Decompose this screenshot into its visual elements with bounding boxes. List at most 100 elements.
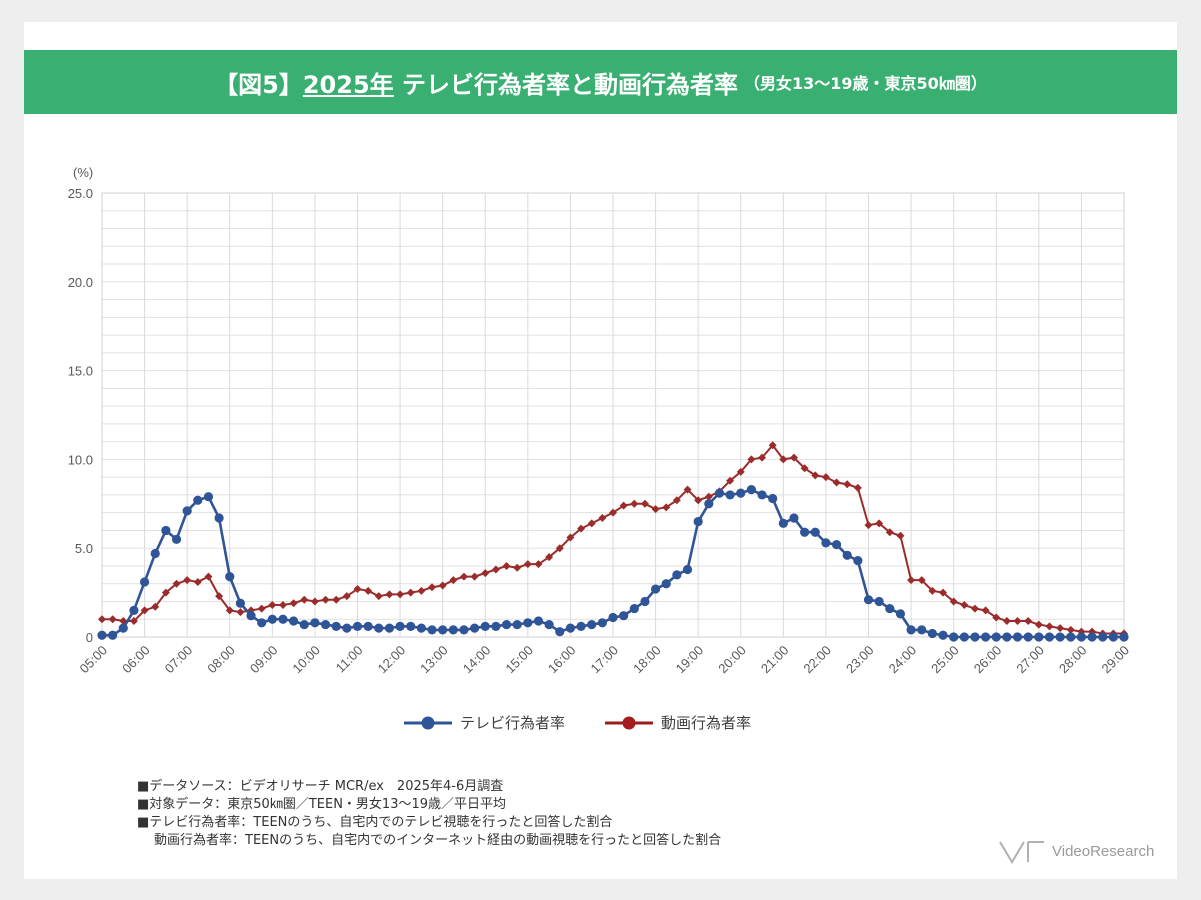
data-point [843, 480, 852, 489]
data-point [406, 621, 416, 631]
data-point [480, 621, 490, 631]
data-point [129, 617, 138, 626]
data-point [895, 609, 906, 619]
data-point [417, 586, 426, 595]
x-tick-label: 07:00 [162, 643, 196, 677]
data-point [565, 623, 576, 633]
data-point [215, 592, 224, 601]
data-point [246, 611, 256, 621]
data-point [726, 476, 735, 485]
data-point [1045, 622, 1054, 631]
data-point [151, 602, 160, 611]
data-point [235, 598, 245, 608]
x-tick-label: 27:00 [1013, 643, 1047, 677]
data-point [438, 581, 447, 590]
data-point [129, 605, 139, 615]
data-point [406, 588, 415, 597]
data-point [864, 521, 873, 530]
x-tick-label: 08:00 [204, 643, 238, 677]
x-tick-label: 18:00 [630, 643, 664, 677]
legend-tv-marker-icon [404, 716, 452, 729]
data-point [630, 499, 639, 508]
footnotes: ■データソース：ビデオリサーチ MCR/ex 2025年4-6月調査 ■対象デー… [137, 778, 721, 850]
data-point [619, 501, 628, 510]
data-point [139, 577, 150, 587]
x-tick-label: 29:00 [1099, 643, 1133, 677]
y-tick-label: 25.0 [68, 186, 93, 201]
data-point [981, 606, 990, 615]
data-point [352, 621, 363, 631]
data-point [236, 608, 245, 617]
data-point [619, 611, 629, 621]
logo-text: VideoResearch [1052, 842, 1155, 860]
x-tick-label: 13:00 [417, 643, 451, 677]
note-tv-definition: ■テレビ行為者率：TEENのうち、自宅内でのテレビ視聴を行ったと回答した割合 [137, 815, 613, 830]
data-point [416, 623, 426, 633]
data-point [853, 483, 862, 492]
series-tv [97, 484, 1129, 642]
data-point [470, 572, 479, 581]
data-point [534, 560, 543, 569]
data-point [448, 625, 458, 635]
data-point [268, 601, 277, 610]
data-point [1034, 632, 1044, 642]
data-point [683, 485, 692, 494]
data-point [502, 561, 511, 570]
data-point [800, 527, 810, 537]
data-point [800, 464, 809, 473]
x-tick-label: 10:00 [289, 643, 323, 677]
data-point [1044, 632, 1055, 642]
legend-video-label: 動画行為者率 [661, 714, 752, 732]
legend-item-video[interactable]: 動画行為者率 [605, 712, 751, 733]
data-point [289, 616, 299, 626]
data-point [757, 490, 767, 500]
title-banner: 【図5】2025年 テレビ行為者率と動画行為者率 （男女13～19歳・東京50㎞… [24, 50, 1177, 114]
data-point [98, 615, 106, 624]
data-point [949, 597, 958, 606]
data-point [907, 576, 916, 585]
data-point [609, 508, 617, 517]
data-point [1056, 624, 1065, 633]
data-point [501, 619, 512, 630]
data-point [768, 493, 778, 504]
data-point [842, 550, 852, 560]
data-point [299, 619, 309, 630]
data-point [353, 585, 362, 594]
x-tick-label: 12:00 [375, 643, 409, 677]
x-tick-label: 21:00 [758, 643, 792, 677]
note-source: ■データソース：ビデオリサーチ MCR/ex 2025年4-6月調査 [137, 779, 504, 794]
data-point [481, 569, 490, 578]
data-point [257, 618, 267, 628]
x-tick-label: 23:00 [843, 643, 877, 677]
legend-item-tv[interactable]: テレビ行為者率 [404, 712, 565, 733]
x-tick-label: 24:00 [886, 643, 920, 677]
data-point [747, 455, 756, 464]
data-point [267, 614, 277, 624]
x-tick-label: 09:00 [247, 643, 281, 677]
x-tick-label: 20:00 [715, 643, 749, 677]
x-tick-label: 05:00 [77, 643, 111, 677]
legend-video-marker-icon [605, 716, 654, 729]
data-point [396, 590, 405, 599]
data-point [682, 564, 693, 575]
x-axis-ticks: 05:00 06:00 07:00 08:00 09:00 10:00 11:00 12:00… [77, 643, 1133, 677]
data-point [289, 599, 298, 608]
data-point [1119, 632, 1129, 642]
data-point [161, 525, 171, 536]
data-point [374, 592, 383, 601]
data-point [672, 496, 681, 505]
legend: テレビ行為者率 動画行為者率 [404, 712, 791, 733]
data-point [672, 570, 682, 580]
y-tick-label: 5.0 [75, 541, 93, 556]
y-tick-label: 10.0 [68, 452, 93, 467]
data-point [704, 499, 714, 509]
data-point [821, 538, 831, 548]
data-point [1098, 632, 1108, 642]
data-point [810, 527, 820, 537]
data-point [533, 616, 544, 626]
data-point [577, 524, 586, 533]
data-point [332, 595, 341, 604]
data-point [1002, 617, 1011, 626]
data-point [598, 514, 607, 523]
data-point [225, 572, 235, 582]
